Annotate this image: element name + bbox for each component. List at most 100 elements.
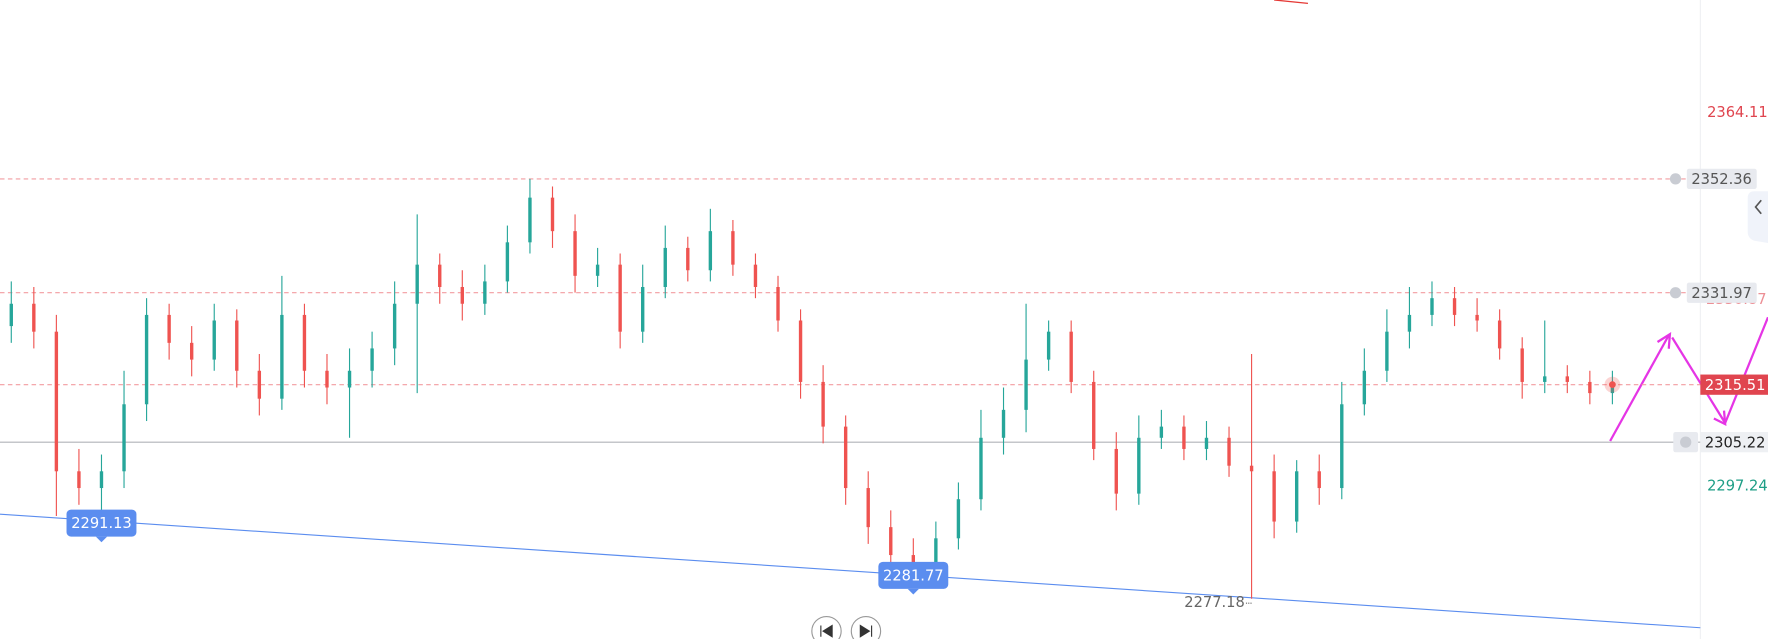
step-back-icon — [820, 624, 833, 638]
candle-body — [122, 404, 126, 472]
live-dot — [1609, 381, 1616, 389]
low-marker-box — [66, 509, 137, 537]
candle-body — [1317, 471, 1321, 489]
candle-body — [1137, 437, 1141, 494]
candle-body — [776, 286, 780, 321]
candle-body — [618, 264, 622, 332]
low-marker-box — [878, 561, 949, 589]
candle-body — [979, 437, 983, 500]
alert-label-box — [1686, 282, 1757, 303]
candle-body — [99, 471, 104, 489]
step-forward-icon — [859, 624, 873, 638]
candle-body — [1159, 426, 1164, 438]
candle-body — [167, 314, 171, 343]
alert-label-box — [1686, 168, 1757, 190]
alert-label: 2331.97 — [1691, 285, 1752, 302]
candle-body — [189, 342, 194, 360]
candle-body — [1430, 298, 1434, 315]
candle-body — [843, 426, 848, 489]
candle-body — [956, 499, 961, 539]
low-marker-label: 2291.13 — [71, 515, 132, 532]
candle-body — [280, 314, 284, 399]
candle-body — [460, 286, 464, 304]
candle-body — [573, 231, 577, 276]
low-marker-label: 2281.77 — [883, 567, 944, 584]
candle-body — [866, 488, 870, 528]
candle-body — [708, 231, 713, 271]
candle-body — [1407, 314, 1412, 332]
bell-icon — [1669, 287, 1682, 299]
arrow-down — [1671, 336, 1727, 424]
candle-body — [1520, 348, 1524, 382]
candle-body — [415, 264, 419, 304]
candle-body — [144, 314, 149, 405]
candle-body — [212, 320, 216, 360]
candle-body — [1610, 384, 1615, 394]
arrow-up-2 — [1724, 316, 1768, 424]
candle-body — [1001, 409, 1006, 438]
drawing-line — [1274, 0, 1309, 5]
playback-controls — [811, 615, 882, 639]
candle-body — [1092, 381, 1096, 449]
candle-body — [235, 320, 239, 371]
low-marker-pointer — [95, 536, 108, 543]
candle-body — [934, 538, 938, 567]
alert-label: 2352.36 — [1691, 171, 1752, 188]
candle-body — [1452, 298, 1457, 315]
bell-icon — [1669, 173, 1682, 185]
candle-body — [77, 471, 81, 489]
session-low-label: 2297.24 — [1707, 478, 1768, 495]
candle-body — [1588, 381, 1592, 394]
low-text: 2277.18 — [1184, 594, 1245, 611]
candle-body — [550, 197, 555, 232]
candle-body — [1565, 376, 1569, 382]
candle-body — [528, 197, 532, 243]
candle-body — [821, 381, 825, 427]
candle-body — [1024, 359, 1028, 410]
chevron-icon — [1754, 199, 1762, 215]
candle-body — [798, 320, 803, 382]
candle-body — [1385, 331, 1389, 371]
arrow-drawing — [1609, 316, 1768, 442]
candle-body — [731, 231, 735, 265]
candle-body — [1543, 376, 1547, 382]
candle-body — [302, 314, 307, 371]
candle-body — [1069, 331, 1073, 382]
session-high-label: 2364.11 — [1707, 104, 1768, 121]
candle-body — [595, 264, 600, 276]
bell-icon — [1680, 436, 1692, 448]
candle-body — [1497, 320, 1502, 349]
last-price-box — [1700, 374, 1768, 395]
candle-body — [641, 286, 645, 332]
side-panel-toggle[interactable] — [1747, 191, 1768, 243]
candle-body — [505, 242, 510, 282]
candle-body — [889, 527, 893, 556]
candle-body — [1475, 314, 1479, 321]
line-label-box — [1700, 432, 1768, 453]
trend-line — [0, 513, 1701, 629]
candle-body — [438, 264, 442, 287]
candle-body — [54, 331, 59, 472]
candle-body — [1249, 465, 1254, 472]
candle-body — [347, 370, 352, 388]
candle-body — [1182, 426, 1186, 449]
candle-body — [1362, 370, 1367, 405]
step-back-button[interactable] — [811, 615, 842, 639]
candle-body — [1227, 437, 1231, 466]
line-label: 2305.22 — [1705, 434, 1766, 451]
candle-body — [325, 370, 329, 388]
candle-body — [1204, 437, 1209, 449]
candle-body — [1046, 331, 1051, 360]
low-marker-pointer — [907, 588, 919, 595]
candle-body — [1272, 471, 1276, 522]
step-forward-button[interactable] — [850, 615, 882, 639]
candle-body — [1340, 404, 1344, 489]
candle-body — [483, 281, 487, 304]
candle-body — [370, 348, 374, 371]
candle-body — [257, 370, 262, 399]
candle-body — [1114, 448, 1118, 494]
candle-body — [686, 247, 690, 271]
candle-body — [32, 303, 36, 332]
candle-body — [663, 247, 667, 287]
